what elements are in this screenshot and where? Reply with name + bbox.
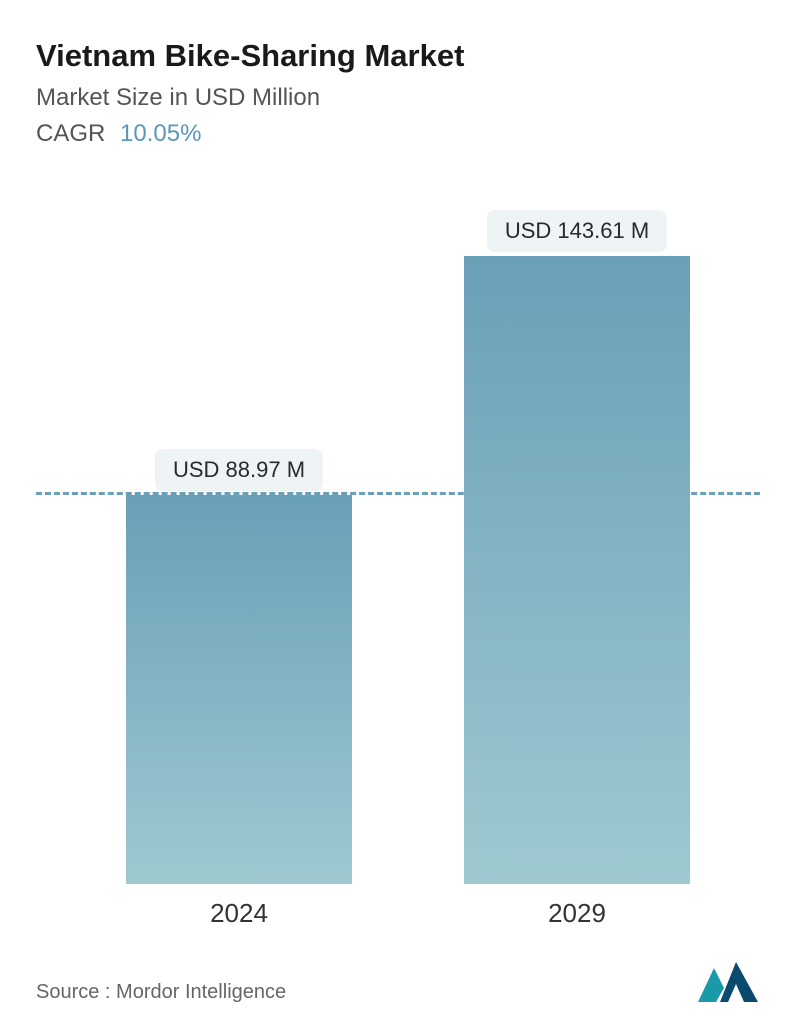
bar-label-2024: USD 88.97 M: [155, 449, 323, 491]
chart-plot-area: USD 88.97 M USD 143.61 M: [36, 184, 760, 884]
cagr-row: CAGR 10.05%: [36, 120, 760, 148]
chart-subtitle: Market Size in USD Million: [36, 84, 760, 112]
cagr-label: CAGR: [36, 120, 105, 147]
bar-fill-2024: [126, 495, 352, 884]
bar-fill-2029: [464, 256, 690, 884]
bar-2029: USD 143.61 M: [464, 256, 690, 884]
bar-label-2029: USD 143.61 M: [487, 210, 667, 252]
chart-title: Vietnam Bike-Sharing Market: [36, 38, 760, 74]
cagr-value: 10.05%: [120, 120, 201, 147]
source-text: Source : Mordor Intelligence: [36, 981, 286, 1004]
bar-2024: USD 88.97 M: [126, 495, 352, 884]
x-label-2024: 2024: [210, 898, 268, 929]
x-label-2029: 2029: [548, 898, 606, 929]
mordor-logo-icon: [696, 960, 760, 1004]
chart-footer: Source : Mordor Intelligence: [36, 960, 760, 1004]
